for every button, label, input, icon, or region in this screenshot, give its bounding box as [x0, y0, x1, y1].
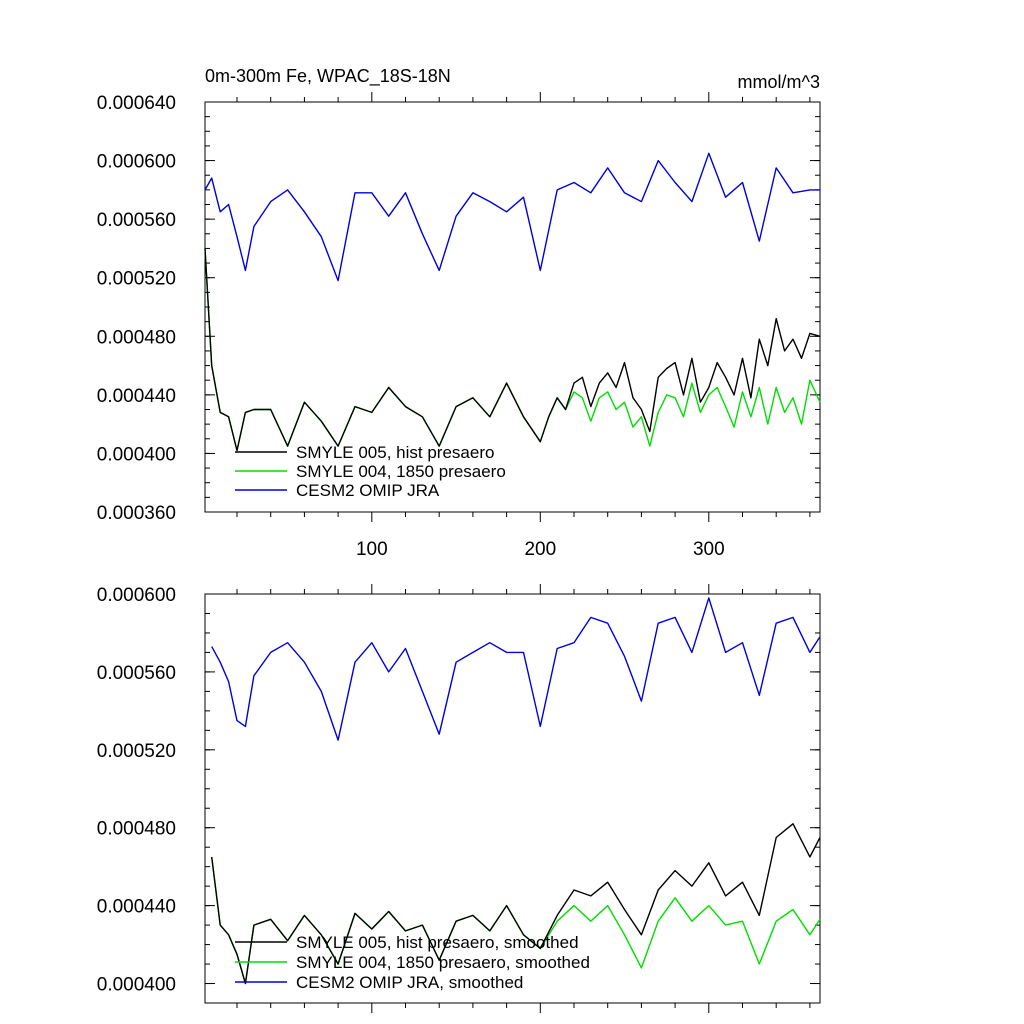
y-tick-label: 0.000560 — [97, 210, 176, 231]
x-tick-label: 200 — [524, 539, 556, 560]
y-tick-label: 0.000520 — [97, 741, 176, 762]
series-line-cesm2-omip-jra-smoothed — [211, 597, 821, 741]
legend-label: SMYLE 005, hist presaero — [296, 443, 494, 462]
legend-label: SMYLE 005, hist presaero, smoothed — [296, 933, 579, 952]
legend-label: SMYLE 004, 1850 presaero, smoothed — [296, 953, 590, 972]
y-tick-label: 0.000600 — [97, 585, 176, 606]
y-tick-label: 0.000640 — [97, 93, 176, 114]
y-tick-label: 0.000400 — [97, 975, 176, 996]
y-tick-label: 0.000480 — [97, 819, 176, 840]
bottom-plot-content: 0.000400 0.000440 0.000480 0.000520 0.000560… — [97, 584, 821, 1013]
legend-label: CESM2 OMIP JRA, smoothed — [296, 973, 523, 992]
x-tick-label: 100 — [356, 539, 388, 560]
y-tick-label: 0.000520 — [97, 269, 176, 290]
series-line-smyle-005-hist-presaero-smoothed — [211, 823, 821, 985]
x-tick-label: 300 — [693, 539, 725, 560]
series-line-cesm2-omip-jra — [204, 152, 820, 282]
y-tick-label: 0.000360 — [97, 503, 176, 524]
units-label: mmol/m^3 — [738, 72, 820, 92]
legend-label: CESM2 OMIP JRA — [296, 481, 440, 500]
series-line-smyle-005-hist-presaero — [204, 248, 821, 452]
legend-label: SMYLE 004, 1850 presaero — [296, 462, 506, 481]
y-tick-label: 0.000560 — [97, 663, 176, 684]
y-tick-label: 0.000400 — [97, 444, 176, 465]
y-tick-label: 0.000440 — [97, 897, 176, 918]
y-tick-label: 0.000480 — [97, 327, 176, 348]
y-tick-label: 0.000600 — [97, 152, 176, 173]
top-plot-content: 0.000360 0.000400 0.000440 0.000480 0.000520… — [97, 92, 821, 560]
chart-title: 0m-300m Fe, WPAC_18S-18N — [205, 66, 451, 87]
y-tick-label: 0.000440 — [97, 386, 176, 407]
bottom-plot-frame — [204, 593, 821, 1004]
